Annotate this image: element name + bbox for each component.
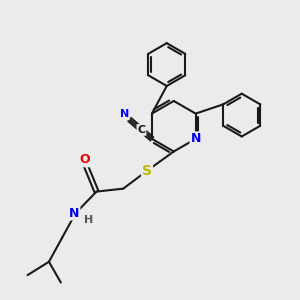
Text: N: N xyxy=(190,132,201,146)
Text: N: N xyxy=(69,206,80,220)
Text: O: O xyxy=(79,153,90,166)
Text: S: S xyxy=(142,164,152,178)
Text: C: C xyxy=(137,125,146,135)
Text: H: H xyxy=(84,215,93,225)
Text: N: N xyxy=(120,109,129,119)
